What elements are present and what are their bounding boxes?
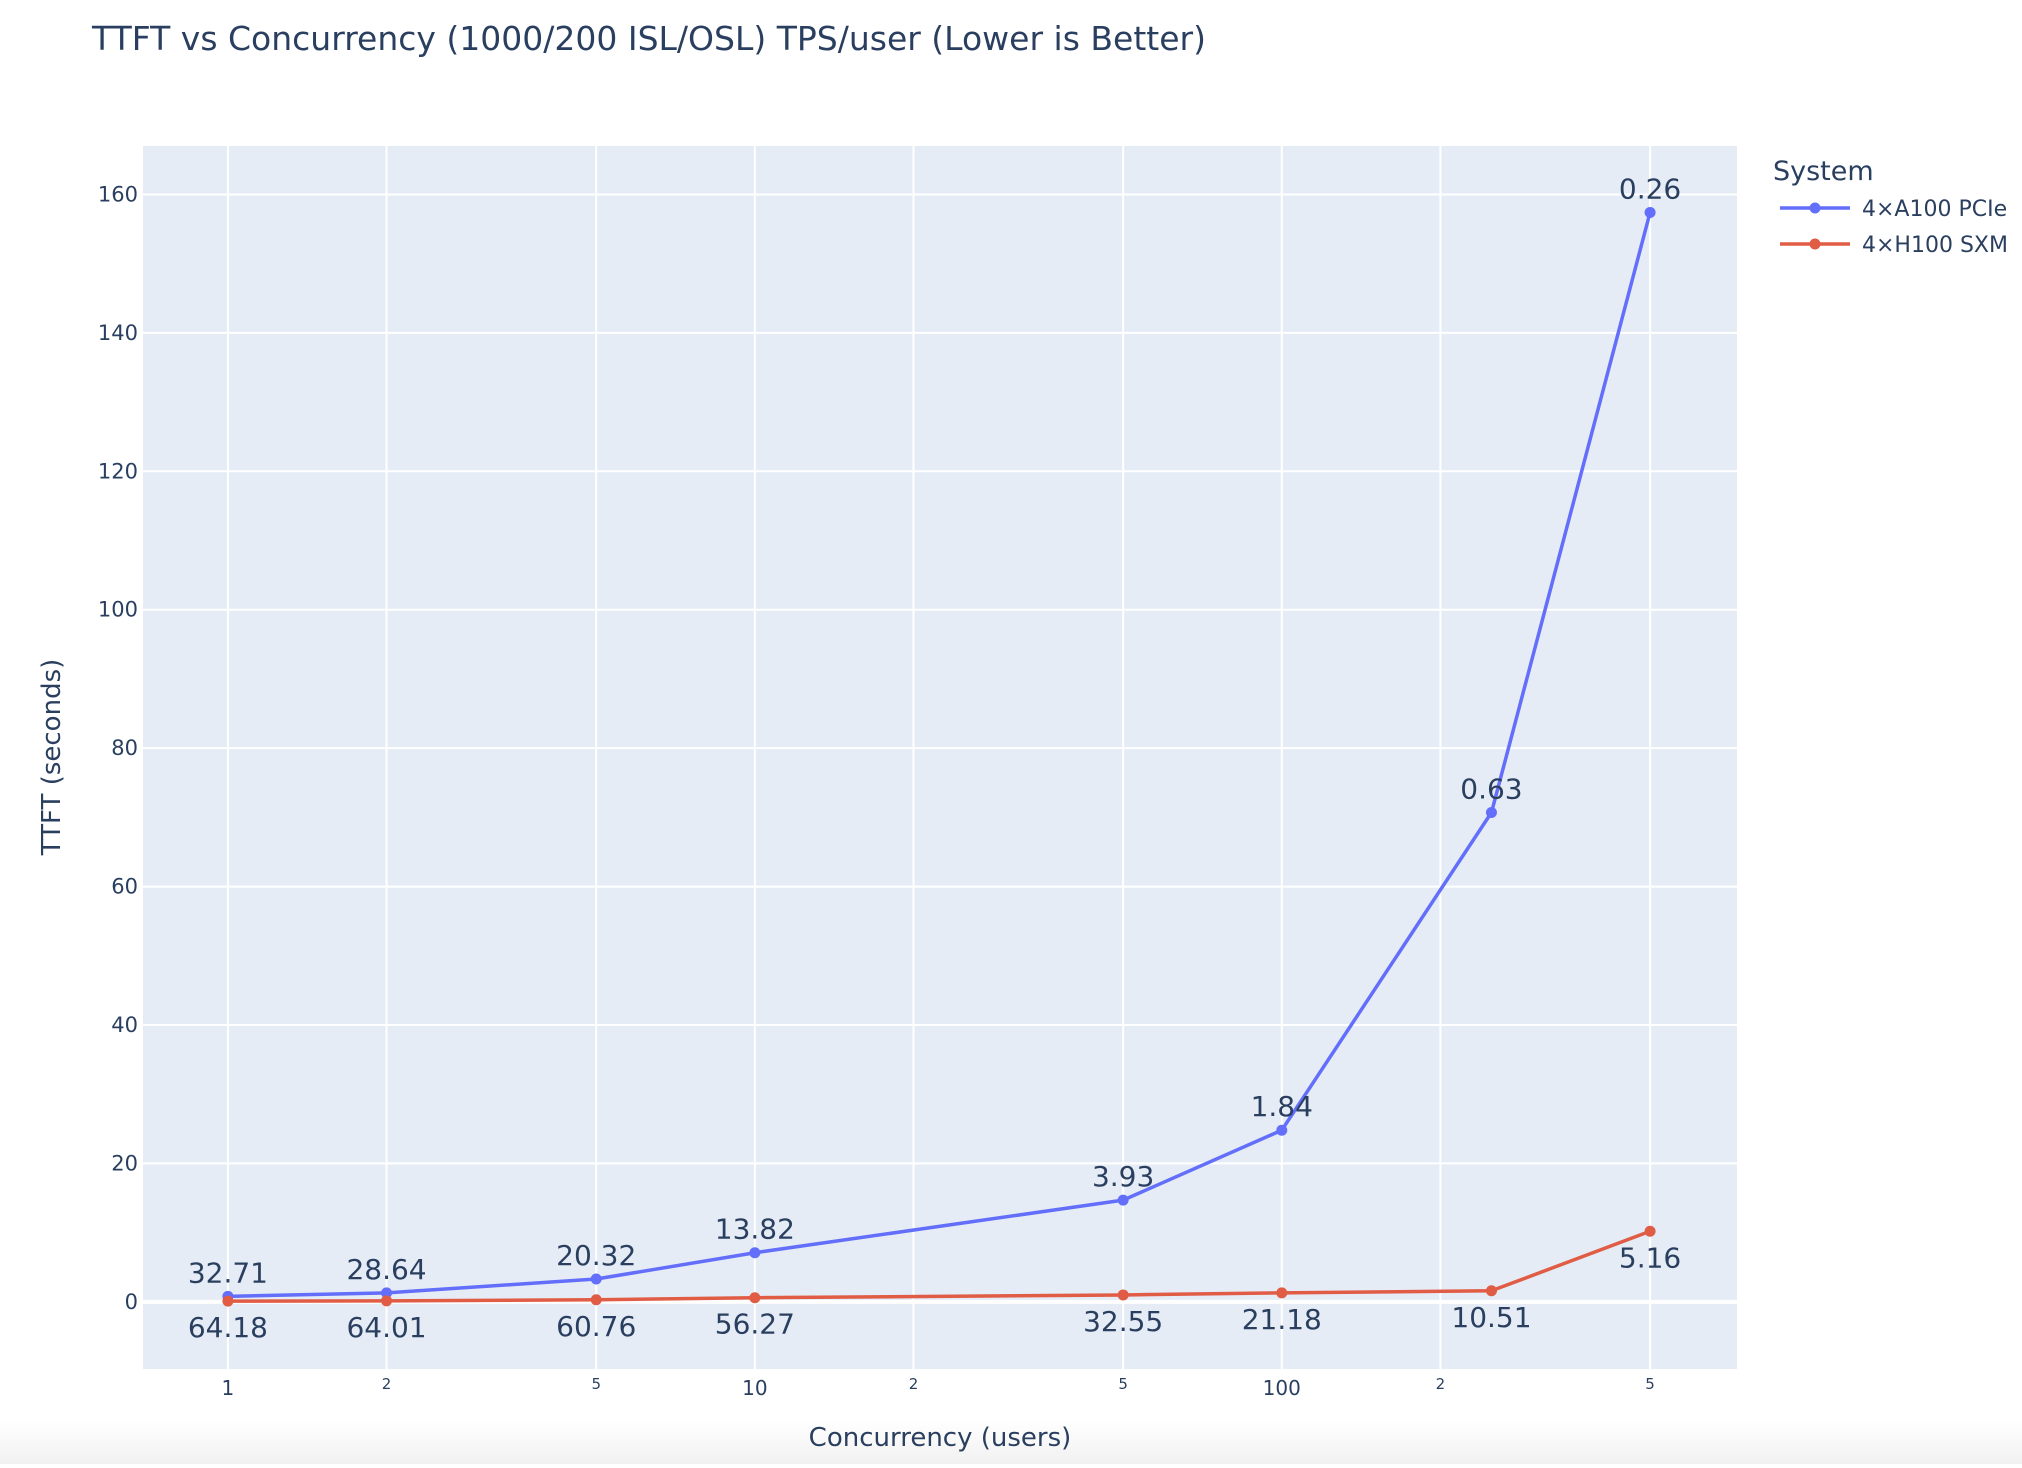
data-label: 64.01 (346, 1311, 426, 1344)
data-point (1117, 1194, 1129, 1206)
data-point (222, 1295, 234, 1307)
data-label: 13.82 (715, 1213, 795, 1246)
data-label: 21.18 (1242, 1303, 1322, 1336)
y-tick-label: 160 (98, 182, 138, 206)
data-point (1276, 1124, 1288, 1136)
data-label: 10.51 (1451, 1301, 1531, 1334)
x-tick-label: 5 (1645, 1375, 1655, 1393)
y-tick-label: 60 (111, 875, 138, 899)
data-point (1485, 1285, 1497, 1297)
legend: System 4×A100 PCIe 4×H100 SXM (1773, 156, 2008, 258)
legend-label: 4×H100 SXM (1862, 233, 2008, 258)
y-tick-label: 100 (98, 598, 138, 622)
series-line (227, 1229, 1651, 1303)
x-tick-label: 5 (1118, 1375, 1128, 1393)
legend-title: System (1773, 156, 1874, 187)
data-label: 64.18 (188, 1311, 268, 1344)
data-label: 60.76 (556, 1310, 636, 1343)
data-label: 32.71 (188, 1256, 268, 1289)
data-point (749, 1292, 761, 1304)
data-point (749, 1247, 761, 1259)
data-point (1276, 1287, 1288, 1299)
data-point (590, 1294, 602, 1306)
data-label: 56.27 (715, 1308, 795, 1341)
y-tick-label: 20 (111, 1151, 138, 1175)
plot-area (143, 146, 1737, 1369)
data-point (1644, 1225, 1656, 1237)
x-tick-label: 1 (222, 1376, 235, 1400)
x-tick-label: 2 (909, 1375, 919, 1393)
gridlines (143, 146, 1737, 1369)
x-axis-label: Concurrency (users) (809, 1423, 1072, 1453)
data-point (1485, 807, 1497, 819)
data-point (1644, 206, 1656, 218)
data-label: 28.64 (346, 1253, 426, 1286)
data-point (590, 1273, 602, 1285)
data-label: 32.55 (1083, 1305, 1163, 1338)
x-tick-label: 2 (1436, 1375, 1446, 1393)
series-layer: 32.71 28.64 20.32 13.82 3.93 1.84 0.63 0.26 64.1… (188, 172, 1681, 1344)
data-label: 1.84 (1251, 1090, 1313, 1123)
legend-item: 4×A100 PCIe (1780, 197, 2007, 222)
data-point (1117, 1289, 1129, 1301)
data-label: 0.63 (1460, 773, 1522, 806)
bottom-fade (0, 1420, 2022, 1464)
legend-swatch-marker (1809, 238, 1821, 250)
legend-label: 4×A100 PCIe (1862, 197, 2007, 222)
y-tick-label: 140 (98, 321, 138, 345)
data-label: 3.93 (1092, 1160, 1154, 1193)
y-tick-label: 80 (111, 736, 138, 760)
chart-title: TTFT vs Concurrency (1000/200 ISL/OSL) T… (91, 19, 1206, 58)
data-point (381, 1287, 393, 1299)
x-tick-label: 5 (591, 1375, 601, 1393)
x-tick-label: 10 (742, 1376, 767, 1400)
data-label: 20.32 (556, 1239, 636, 1272)
y-tick-label: 0 (125, 1290, 138, 1314)
y-tick-label: 120 (98, 459, 138, 483)
y-tick-label: 40 (111, 1013, 138, 1037)
legend-swatch-marker (1809, 202, 1821, 214)
y-tick-labels: 0 20 40 60 80 100 120 140 160 (98, 182, 138, 1313)
data-label: 5.16 (1619, 1241, 1681, 1274)
x-tick-label: 2 (382, 1375, 392, 1393)
data-label: 0.26 (1619, 172, 1681, 205)
data-point (381, 1295, 393, 1307)
series-line (227, 211, 1652, 1299)
x-tick-labels: 1 2 5 10 2 5 100 2 5 (222, 1375, 1655, 1400)
x-tick-label: 100 (1263, 1376, 1301, 1400)
legend-item: 4×H100 SXM (1780, 233, 2008, 258)
y-axis-label: TTFT (seconds) (37, 659, 67, 857)
